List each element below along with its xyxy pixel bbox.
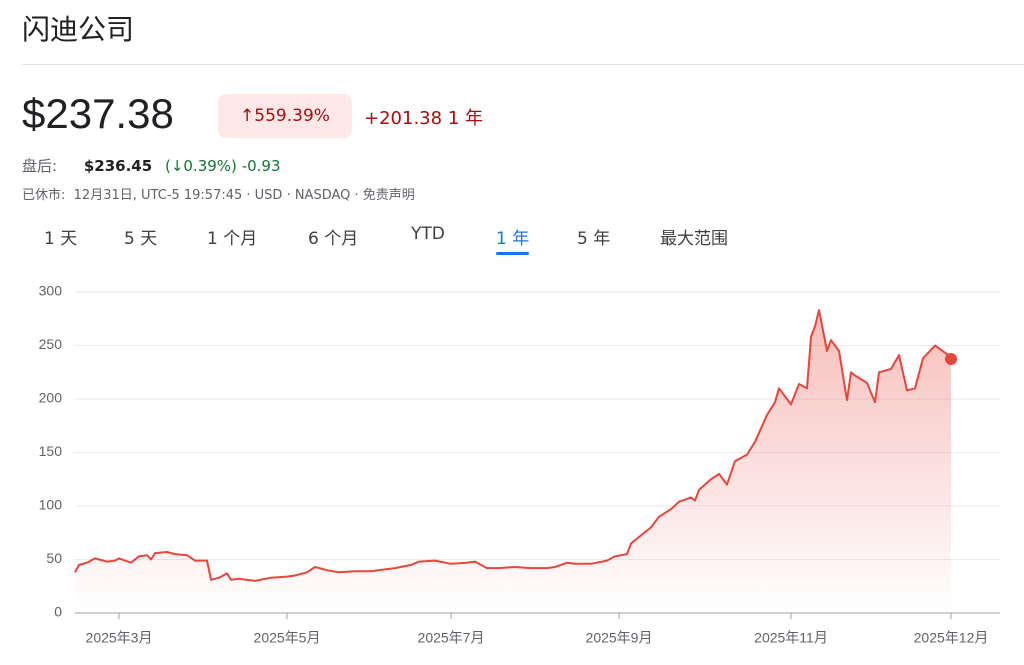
tab[interactable]: 5 年: [577, 229, 611, 249]
ah-paren: (: [164, 157, 171, 175]
ah-change: -0.93: [241, 157, 281, 175]
ah-pct: 0.39%: [183, 157, 232, 175]
x-tick-label: 2025年11月: [754, 630, 828, 646]
tab[interactable]: 6 个月: [308, 229, 359, 249]
tab[interactable]: 1 年: [496, 224, 530, 255]
y-tick-label: 100: [39, 497, 63, 513]
change-abs: +201.38: [364, 108, 443, 129]
info: 12月31日, UTC-5 19:57:45 · USD · NASDAQ · …: [73, 188, 415, 203]
x-tick-label: 2025年12月: [914, 630, 989, 646]
x-tick-label: 2025年9月: [586, 630, 653, 646]
x-tick-label: 2025年5月: [254, 630, 321, 646]
price-line: [74, 309, 952, 582]
x-tick-label: 2025年7月: [418, 630, 485, 646]
status: 已休市:: [22, 188, 66, 203]
tab[interactable]: YTD: [411, 224, 445, 244]
change-badge: ↑559.39%: [218, 94, 352, 138]
change-pct: 559.39%: [254, 106, 330, 126]
ah-price: $236.45: [83, 157, 153, 175]
x-tick-label: 2025年3月: [86, 630, 153, 646]
tab[interactable]: 1 个月: [207, 229, 258, 249]
ah-paren: ): [231, 157, 237, 175]
period: 1 年: [447, 108, 483, 129]
ah-label: 盘后:: [22, 157, 58, 175]
area-fill: [75, 310, 951, 613]
y-tick-label: 200: [39, 390, 63, 406]
price: $237.38: [22, 90, 174, 137]
y-tick-label: 0: [54, 604, 62, 620]
y-tick-label: 150: [39, 443, 63, 459]
up-arrow: ↑: [240, 106, 255, 126]
after-hours: 盘后: $236.45 (↓0.39%) -0.93: [22, 155, 281, 176]
divider: [22, 64, 1024, 65]
y-tick-label: 300: [39, 283, 63, 299]
y-tick-label: 50: [46, 550, 62, 566]
tab[interactable]: 最大范围: [660, 229, 728, 249]
tab[interactable]: 1 天: [44, 229, 78, 249]
tab[interactable]: 5 天: [124, 229, 158, 249]
title: 闪迪公司: [22, 13, 135, 46]
info-line: 已休市: 12月31日, UTC-5 19:57:45 · USD · NASD…: [22, 184, 415, 203]
down-arrow: ↓: [170, 157, 184, 175]
y-tick-label: 250: [39, 336, 63, 352]
change: +201.38 1 年: [364, 104, 483, 130]
last-point: [945, 353, 957, 366]
